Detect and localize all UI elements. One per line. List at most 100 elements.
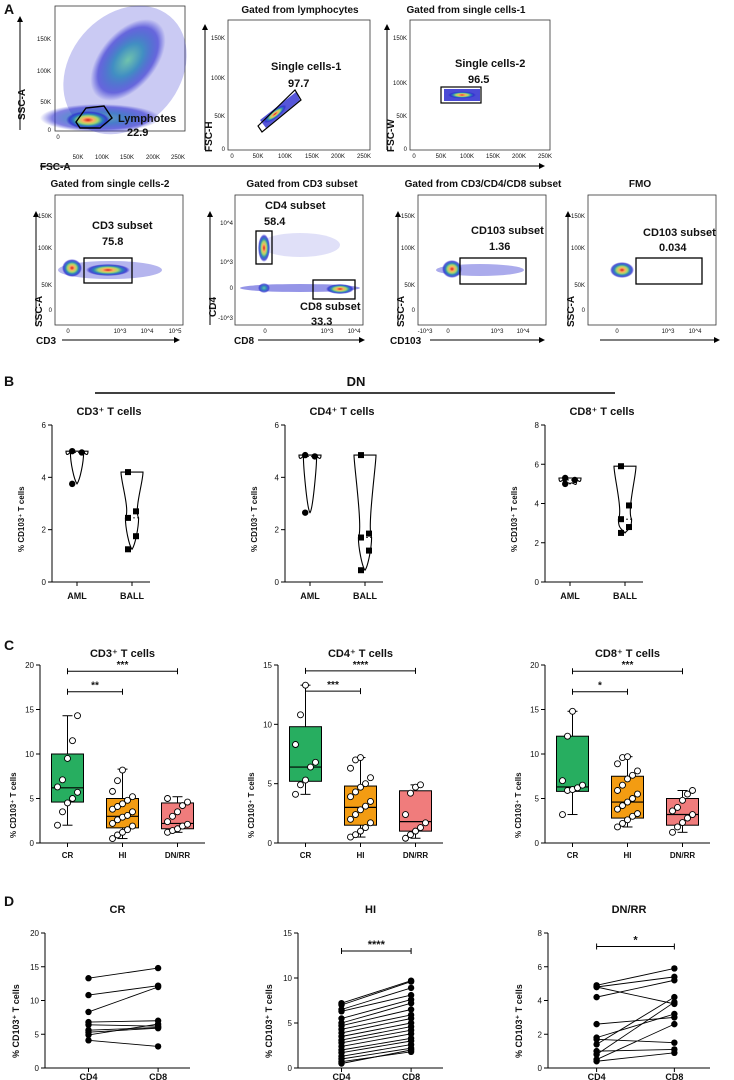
data-point — [109, 835, 116, 842]
pair-line — [341, 1002, 412, 1024]
tick-label: 50K — [396, 114, 407, 120]
y-tick-label: 10 — [530, 750, 539, 759]
data-point-cd4 — [85, 1021, 92, 1028]
data-point — [302, 509, 309, 516]
data-point — [571, 476, 578, 484]
data-point-cd8 — [407, 1030, 415, 1038]
x-axis-label: FSC-A — [40, 162, 71, 173]
data-point — [302, 681, 309, 689]
pair-line — [341, 981, 412, 1006]
y-tick-label: 2 — [538, 1030, 543, 1039]
tick-label: 150K — [120, 155, 134, 161]
tick-label: 10^4 — [348, 329, 361, 335]
data-point — [624, 775, 631, 783]
data-point-cd8 — [407, 1015, 415, 1022]
data-point-cd8 — [671, 1049, 678, 1057]
data-point — [352, 788, 359, 796]
plot-title: Gated from CD3 subset — [246, 179, 358, 190]
data-point — [357, 806, 364, 814]
data-point — [614, 805, 621, 813]
data-point-cd8 — [407, 978, 415, 985]
x-tick-label: BALL — [353, 591, 377, 601]
data-point — [358, 534, 364, 541]
significance-label: **** — [368, 939, 386, 951]
chart-title: CR — [110, 904, 126, 916]
data-point — [629, 771, 636, 779]
data-point — [109, 819, 116, 827]
data-point — [74, 712, 81, 720]
y-tick-label: 10 — [25, 750, 34, 759]
pair-line — [341, 1026, 412, 1041]
significance-label: ** — [91, 681, 99, 692]
x-tick-label: AML — [560, 591, 580, 601]
y-tick-label: 15 — [263, 661, 272, 670]
tick-label: 10^4 — [517, 329, 530, 335]
pair-line — [88, 1039, 159, 1047]
data-point-cd8 — [671, 1039, 678, 1046]
significance-label: * — [633, 935, 638, 947]
violin-body — [120, 471, 144, 551]
x-tick-label: CD8 — [149, 1072, 167, 1080]
data-point — [297, 711, 304, 719]
x-tick-label: AML — [67, 591, 87, 601]
data-point — [133, 508, 139, 515]
data-point — [358, 567, 364, 574]
data-point-cd8 — [407, 984, 415, 992]
plot-title: Gated from single cells-1 — [407, 5, 526, 16]
data-point — [302, 451, 309, 459]
y-tick-label: 8 — [535, 421, 540, 430]
tick-label: 150K — [486, 154, 500, 160]
pair-line — [596, 996, 675, 1045]
y-axis-label: % CD103⁺ T cells — [247, 772, 256, 838]
y-tick-label: 6 — [275, 421, 280, 430]
data-point — [634, 810, 641, 818]
x-tick-label: CD4 — [588, 1072, 606, 1080]
data-point-cd8 — [154, 983, 162, 991]
data-point — [125, 546, 131, 553]
arrow-head — [33, 211, 39, 217]
x-tick-label: AML — [300, 591, 320, 601]
box — [289, 726, 322, 782]
data-point — [129, 808, 136, 816]
y-axis-label: % CD103⁺ T cells — [17, 486, 26, 552]
x-tick-label: HI — [357, 851, 365, 860]
data-point — [674, 823, 681, 831]
data-point-cd4 — [593, 1020, 600, 1028]
data-point — [347, 764, 354, 772]
gate-name: CD4 subset — [265, 200, 326, 212]
data-point — [402, 811, 409, 818]
tick-label: 100K — [460, 154, 474, 160]
data-point — [59, 776, 66, 784]
data-point — [69, 737, 76, 745]
data-point — [292, 741, 299, 748]
violin-body — [613, 465, 637, 534]
gate2-percent: 33.3 — [311, 316, 332, 328]
gate-rect — [312, 279, 356, 300]
gate-percent: 58.4 — [264, 216, 286, 228]
data-point-cd8 — [671, 1020, 678, 1028]
y-tick-label: 2 — [275, 526, 280, 535]
data-point — [634, 790, 641, 798]
data-point — [78, 449, 86, 456]
density-blob — [263, 104, 287, 124]
chart-title: DN/RR — [612, 904, 647, 916]
plot-frame — [409, 19, 551, 151]
pair-line — [88, 986, 159, 1013]
paired-chart: DN/RR 0 2 4 6 8 % CD103⁺ T cells CD4 CD8 * — [514, 904, 710, 1080]
y-tick-label: 10 — [283, 974, 292, 983]
data-point — [64, 755, 71, 762]
pair-line — [341, 1018, 412, 1034]
pair-line — [596, 979, 675, 998]
tick-label: 250K — [538, 154, 552, 160]
gate-percent: 96.5 — [468, 74, 489, 86]
tick-label: 150K — [305, 154, 319, 160]
data-point-cd8 — [154, 964, 162, 972]
arrow-head — [17, 16, 23, 22]
tick-label: 150K — [211, 36, 225, 42]
tick-label: 0 — [230, 154, 234, 160]
data-point — [347, 815, 354, 823]
data-point — [169, 812, 176, 820]
data-point-cd4 — [85, 1008, 92, 1016]
